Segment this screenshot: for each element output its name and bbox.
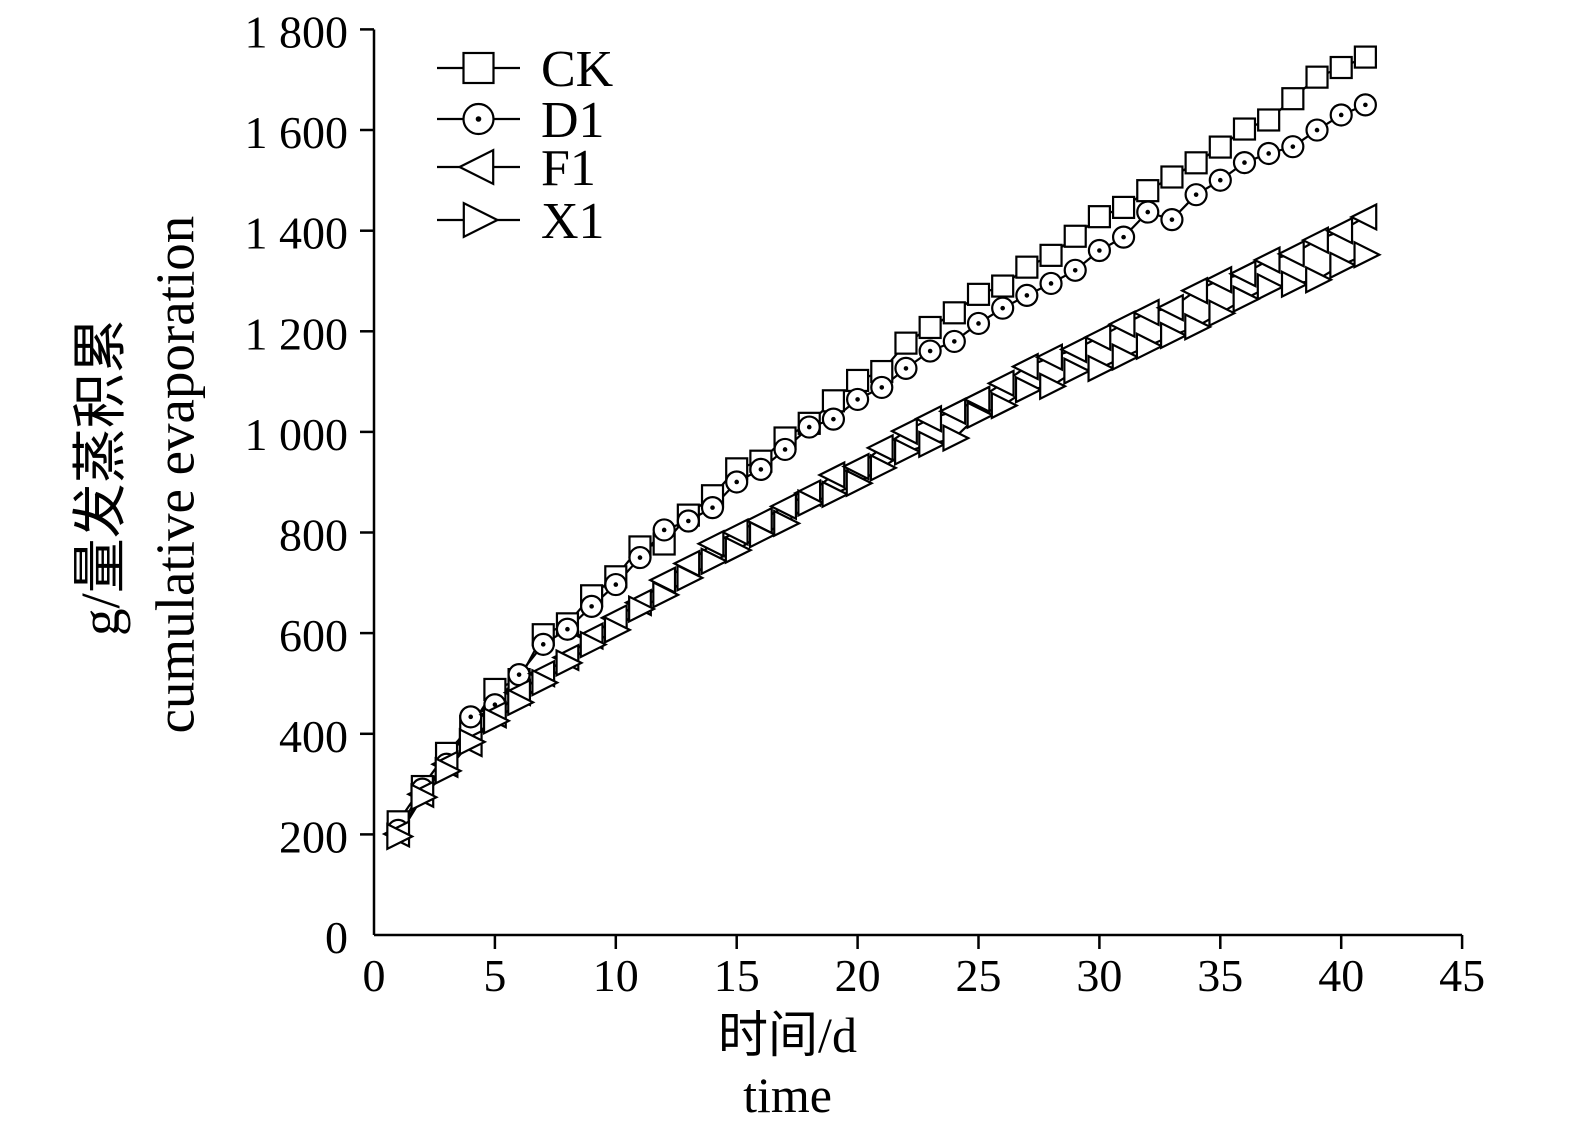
svg-text:5: 5: [483, 950, 506, 1001]
svg-text:1 600: 1 600: [245, 107, 349, 158]
svg-text:X1: X1: [541, 193, 605, 250]
svg-text:1 800: 1 800: [245, 6, 349, 57]
svg-text:1 400: 1 400: [245, 208, 349, 259]
svg-text:35: 35: [1197, 950, 1243, 1001]
svg-text:25: 25: [956, 950, 1002, 1001]
svg-text:40: 40: [1318, 950, 1364, 1001]
svg-text:20: 20: [835, 950, 881, 1001]
svg-text:15: 15: [714, 950, 760, 1001]
svg-text:CK: CK: [541, 41, 614, 98]
svg-text:0: 0: [363, 950, 386, 1001]
svg-text:45: 45: [1439, 950, 1485, 1001]
svg-text:F1: F1: [541, 140, 596, 197]
svg-text:800: 800: [279, 510, 348, 561]
svg-text:1 000: 1 000: [245, 409, 349, 460]
svg-text:200: 200: [279, 811, 348, 862]
svg-text:30: 30: [1076, 950, 1122, 1001]
svg-text:400: 400: [279, 711, 348, 762]
svg-text:1 200: 1 200: [245, 308, 349, 359]
svg-text:10: 10: [593, 950, 639, 1001]
svg-text:600: 600: [279, 610, 348, 661]
svg-text:0: 0: [325, 912, 348, 963]
